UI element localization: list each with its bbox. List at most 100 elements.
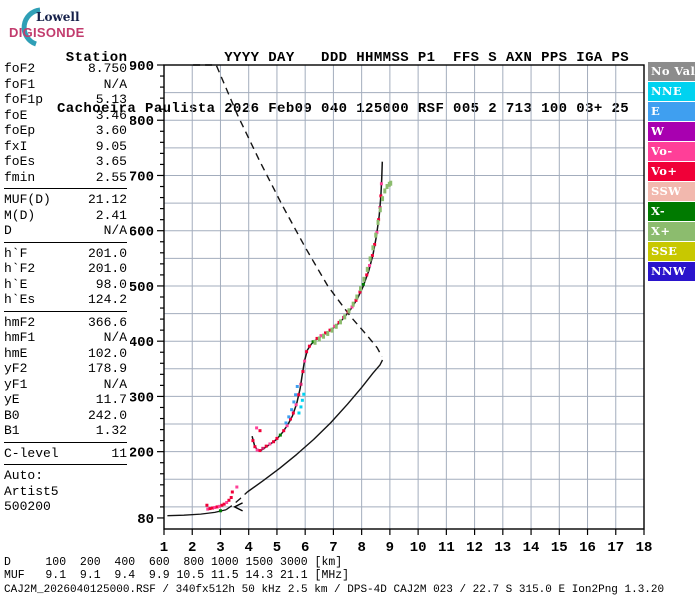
e-region-echo-trace — [205, 426, 262, 513]
nne-dots — [297, 392, 306, 415]
x-tick-label: 17 — [607, 540, 624, 556]
y-tick-label: 80 — [137, 512, 154, 528]
param-value: N/A — [103, 223, 127, 238]
x-tick-label: 7 — [329, 540, 337, 556]
param-value: 102.0 — [87, 345, 127, 361]
foE-arrow-marker — [233, 502, 243, 512]
plot-frame — [163, 64, 645, 530]
param-label: yE — [4, 392, 20, 407]
logo-arc — [21, 7, 41, 47]
color-legend: No Val NNE E W Vo- Vo+ SSW X- X+ SSE NNW — [648, 62, 695, 282]
legend-item-vo-: Vo- — [648, 142, 695, 161]
x-mode-echo-trace — [313, 180, 393, 345]
param-row-hmf1: hmF1 N/A — [4, 330, 127, 346]
topside-profile-extrapolated — [193, 64, 383, 358]
param-value: 201.0 — [87, 261, 127, 276]
param-label: foF2 — [4, 61, 36, 76]
y-axis-ticks — [157, 64, 164, 519]
profile-valley — [225, 491, 248, 511]
param-row-fof1: foF1 N/A — [4, 77, 127, 93]
param-row-yf2: yF2 178.9 — [4, 361, 127, 377]
param-row-b0: B0 242.0 — [4, 408, 127, 424]
param-label: h`F2 — [4, 261, 36, 276]
param-label: B1 — [4, 423, 20, 438]
grid — [164, 65, 644, 529]
param-value: 5.13 — [95, 92, 127, 107]
param-value: 242.0 — [87, 407, 127, 423]
param-row-yf1: yF1 N/A — [4, 377, 127, 393]
param-label: fxI — [4, 138, 28, 154]
param-row-md: M(D) 2.41 — [4, 208, 127, 224]
header-station-values: Cachoeira Paulista 2026 Feb09 040 125000… — [57, 101, 630, 117]
param-value: 2.55 — [95, 169, 127, 185]
ionogram-chart-area: 900 800 700 600 500 400 300 200 80 1 2 3 4 5 6 7 8 9 10 11 1… — [129, 55, 655, 557]
x-tick-label: 15 — [551, 540, 568, 556]
logo-digisonde-text: DIGISONDE — [9, 25, 85, 40]
y-tick-label: 500 — [130, 280, 154, 296]
profile-bottomside — [246, 359, 384, 493]
oblique-east-dots — [284, 384, 299, 425]
x-axis-labels: 1 2 3 4 5 6 7 8 9 10 11 12 13 14 15 16 17 18 — [160, 540, 653, 556]
y-tick-label: 800 — [130, 114, 154, 130]
param-label: hmF1 — [4, 330, 36, 345]
y-tick-label: 300 — [130, 390, 154, 406]
param-row-artist5: Artist5 — [4, 484, 127, 500]
param-row-foes: foEs 3.65 — [4, 154, 127, 170]
param-value: 201.0 — [87, 245, 127, 261]
param-label: yF1 — [4, 376, 28, 392]
param-value: 9.05 — [95, 138, 127, 154]
param-group-divider — [4, 464, 127, 465]
param-label: C-level — [4, 445, 59, 461]
param-value: 3.46 — [95, 107, 127, 123]
param-label: h`Es — [4, 292, 36, 307]
param-row-fmin: fmin 2.55 — [4, 170, 127, 186]
param-value: 366.6 — [87, 314, 127, 330]
param-label: yF2 — [4, 361, 28, 376]
param-label: h`F — [4, 245, 28, 261]
param-row-hes: h`Es 124.2 — [4, 292, 127, 308]
param-value: N/A — [103, 76, 127, 92]
param-label: B0 — [4, 407, 20, 423]
x-tick-label: 12 — [466, 540, 483, 556]
x-tick-label: 2 — [188, 540, 196, 556]
param-row-d: D N/A — [4, 223, 127, 239]
x-tick-label: 9 — [386, 540, 394, 556]
param-row-foe: foE 3.46 — [4, 108, 127, 124]
param-group-divider — [4, 241, 127, 243]
param-row-fof1p: foF1p 5.13 — [4, 92, 127, 108]
param-group-divider — [4, 188, 127, 189]
x-tick-label: 6 — [301, 540, 309, 556]
y-tick-label: 700 — [130, 169, 154, 185]
x-tick-label: 11 — [438, 540, 455, 556]
legend-item-sse: SSE — [648, 242, 695, 261]
digisonde-logo-arc-svg — [21, 7, 41, 47]
y-tick-label: 400 — [130, 335, 154, 351]
param-group-divider — [4, 310, 127, 312]
legend-item-nne: NNE — [648, 82, 695, 101]
param-label: M(D) — [4, 207, 36, 223]
x-tick-label: 1 — [160, 540, 168, 556]
param-row-clevel: C-level 11 — [4, 446, 127, 462]
param-row-foep: foEp 3.60 — [4, 123, 127, 139]
legend-item-x-: X- — [648, 202, 695, 221]
x-tick-label: 16 — [579, 540, 596, 556]
legend-item-ssw: SSW — [648, 182, 695, 201]
o-mode-echo-trace — [251, 182, 383, 453]
param-row-fof2: foF2 8.750 — [4, 61, 127, 77]
logo-lowell-text: Lowell — [36, 10, 80, 24]
legend-item-nnw: NNW — [648, 262, 695, 281]
param-row-fxi: fxI 9.05 — [4, 139, 127, 155]
param-value: 1.32 — [95, 423, 127, 438]
profile-bottom-flat — [167, 509, 227, 517]
param-row-he: h`E 98.0 — [4, 277, 127, 293]
param-row-hf2: h`F2 201.0 — [4, 261, 127, 277]
y-tick-label: 900 — [130, 59, 154, 75]
param-row-ye: yE 11.7 — [4, 392, 127, 408]
x-tick-label: 4 — [245, 540, 253, 556]
muf-distance-row: D 100 200 400 600 800 1000 1500 3000 [km… — [4, 556, 343, 569]
param-row-hme: hmE 102.0 — [4, 346, 127, 362]
param-label: foF1p — [4, 92, 44, 107]
x-tick-label: 18 — [636, 540, 653, 556]
y-tick-label: 200 — [130, 446, 154, 462]
